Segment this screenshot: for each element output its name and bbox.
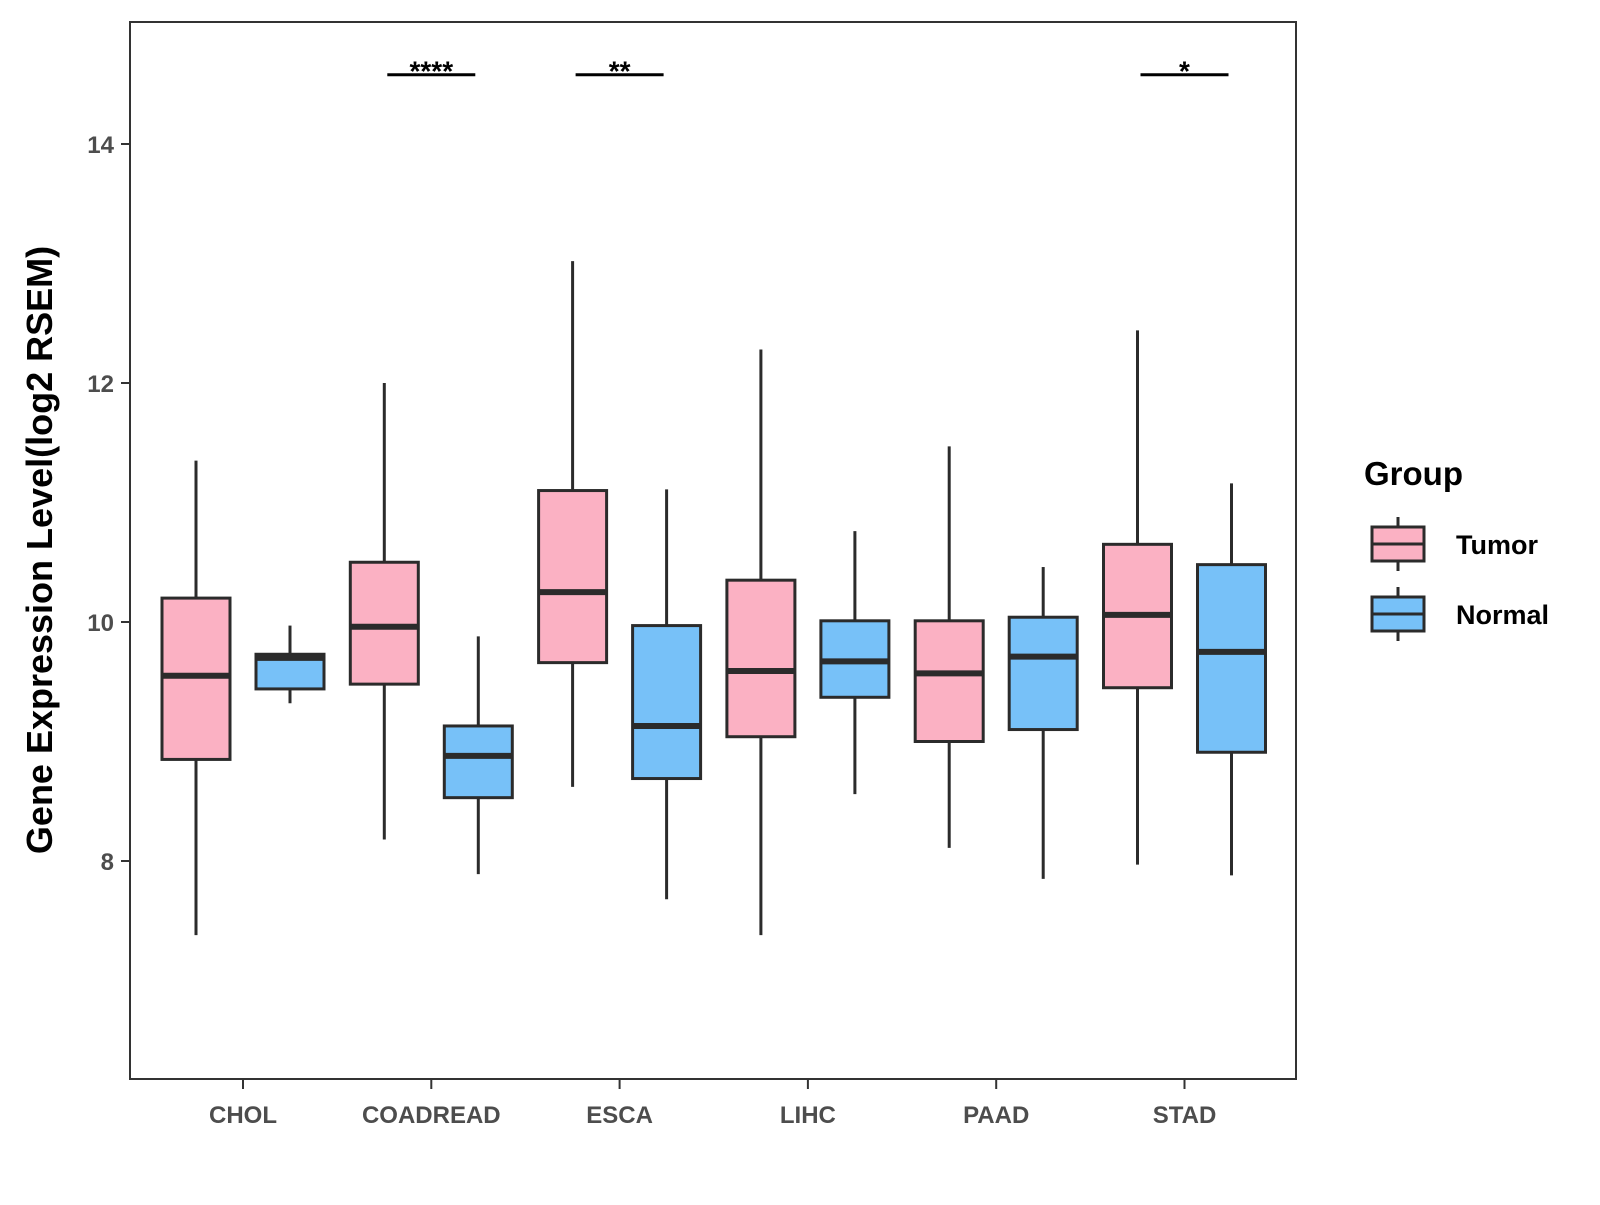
box-tumor-chol: [160, 460, 232, 936]
box-tumor-paad: [913, 446, 985, 848]
significance-label: **: [609, 56, 631, 87]
plot-panel-border: [129, 21, 1297, 1080]
box-body: [631, 624, 703, 781]
x-tick-label: LIHC: [780, 1102, 836, 1129]
y-tick-label: 10: [87, 610, 114, 637]
legend-label: Tumor: [1456, 530, 1538, 560]
box-normal-paad: [1007, 567, 1079, 879]
y-tick-label: 8: [101, 849, 114, 876]
box-normal-lihc: [819, 531, 891, 795]
box-tumor-esca: [537, 261, 609, 787]
y-tick-label: 14: [87, 132, 114, 159]
box-normal-coadread: [442, 636, 514, 875]
legend-item-tumor: Tumor: [1370, 517, 1538, 571]
significance-stad: *: [1140, 56, 1229, 87]
x-tick-label: COADREAD: [362, 1102, 501, 1129]
significance-esca: **: [575, 56, 664, 87]
legend-item-normal: Normal: [1370, 587, 1549, 641]
y-axis-title: Gene Expression Level(log2 RSEM): [19, 246, 60, 854]
box-normal-esca: [631, 489, 703, 900]
significance-coadread: ****: [387, 56, 476, 87]
box-normal-stad: [1196, 483, 1267, 876]
significance-layer: **** ** *: [387, 56, 1229, 87]
x-axis: CHOL COADREAD ESCA LIHC PAAD STAD: [209, 1079, 1216, 1129]
box-body: [348, 560, 420, 686]
significance-label: *: [1179, 56, 1190, 87]
boxes-layer: [160, 261, 1267, 936]
significance-label: ****: [410, 56, 454, 87]
box-tumor-stad: [1102, 330, 1173, 865]
y-tick-label: 12: [87, 371, 114, 398]
box-body: [442, 724, 514, 800]
box-body: [537, 489, 609, 665]
box-body: [1196, 563, 1267, 754]
x-tick-label: CHOL: [209, 1102, 277, 1129]
box-body: [913, 619, 985, 743]
box-tumor-coadread: [348, 383, 420, 840]
box-body: [725, 578, 797, 739]
legend-label: Normal: [1456, 600, 1549, 630]
box-body: [1007, 615, 1079, 732]
box-normal-chol: [254, 625, 326, 704]
x-tick-label: PAAD: [963, 1102, 1029, 1129]
legend: Group Tumor Normal: [1364, 455, 1549, 641]
x-tick-label: STAD: [1153, 1102, 1217, 1129]
y-axis: 8 10 12 14: [87, 132, 130, 876]
x-tick-label: ESCA: [586, 1102, 653, 1129]
legend-title: Group: [1364, 455, 1463, 492]
box-tumor-lihc: [725, 349, 797, 936]
